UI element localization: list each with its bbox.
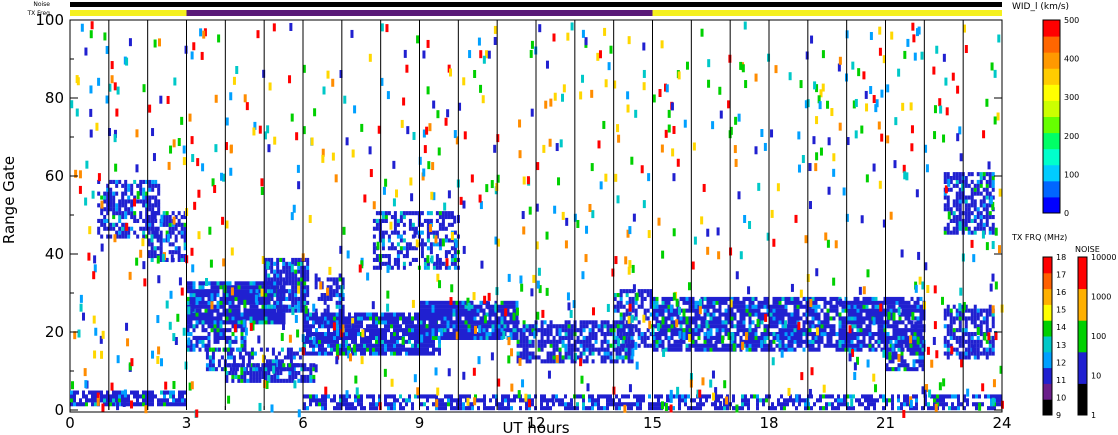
- noise-strip: [70, 2, 1002, 7]
- cbNoise-tick-4: 10000: [1091, 253, 1116, 262]
- cbTx-tick-5: 14: [1056, 323, 1066, 332]
- cbNoise-tick-2: 100: [1091, 332, 1106, 341]
- x-axis: 0 3 6 9 12 15 18 21 24: [65, 20, 1012, 432]
- scan-boundaries: [108, 20, 1003, 410]
- cbWidth-tick-1: 100: [1064, 170, 1079, 179]
- cbTx-tick-4: 13: [1056, 341, 1066, 350]
- cbTx-tick-1: 10: [1056, 393, 1066, 402]
- y-tick-label-3: 60: [45, 167, 64, 185]
- y-tick-label-1: 20: [45, 323, 64, 341]
- x-tick-label-4: 12: [526, 414, 545, 432]
- echo-band-7: [225, 363, 316, 383]
- cbTx-tick-2: 11: [1056, 376, 1066, 385]
- cbWidth-tick-0: 0: [1064, 209, 1069, 218]
- x-tick-label-7: 21: [876, 414, 895, 432]
- echo-band-5: [186, 320, 247, 352]
- cbWidth-tick-3: 300: [1064, 93, 1079, 102]
- y-tick-label-4: 80: [45, 89, 64, 107]
- y-tick-label-2: 40: [45, 245, 64, 263]
- noise-strip-label: Noise: [33, 1, 50, 8]
- tx-freq-strip: [70, 10, 1002, 16]
- x-tick-label-6: 18: [759, 414, 778, 432]
- tx-freq-segment-0: [70, 10, 187, 16]
- width-colorbar-title: WID_l (km/s): [1012, 2, 1069, 12]
- echo-band-0: [70, 390, 187, 407]
- x-tick-label-2: 6: [298, 414, 308, 432]
- cbTx-tick-0: 9: [1056, 411, 1061, 420]
- x-tick-label-8: 24: [992, 414, 1011, 432]
- noise-colorbar: 1 10 100 1000 10000: [1077, 253, 1116, 420]
- tx-freq-segment-1: [186, 10, 653, 16]
- echo-band-1: [97, 179, 161, 239]
- y-tick-label-0: 0: [54, 401, 64, 419]
- echo-data: [70, 21, 1004, 418]
- x-tick-label-5: 15: [643, 414, 662, 432]
- x-axis-label: UT hours: [502, 419, 569, 435]
- cbTx-tick-8: 17: [1056, 271, 1066, 280]
- width-colorbar: 0 100 200 300 400 500: [1042, 16, 1079, 218]
- y-axis: 0 20 40 60 80 100: [35, 11, 1002, 419]
- y-tick-label-5: 100: [35, 11, 64, 29]
- txfreq-colorbar: 9 10 11 12 13 14 15 16 17 18: [1042, 253, 1066, 420]
- cbNoise-tick-3: 1000: [1091, 293, 1111, 302]
- echo-band-17: [943, 172, 995, 235]
- x-tick-label-0: 0: [65, 414, 75, 432]
- cbWidth-tick-5: 500: [1064, 16, 1079, 25]
- txfreq-strip-label: TX Freq: [26, 10, 50, 17]
- echo-band-15: [652, 296, 926, 352]
- cbWidth-tick-2: 200: [1064, 132, 1079, 141]
- cbTx-tick-7: 16: [1056, 288, 1066, 297]
- cbTx-tick-9: 18: [1056, 253, 1066, 262]
- cbTx-tick-3: 12: [1056, 358, 1066, 367]
- x-tick-label-1: 3: [182, 414, 192, 432]
- cbWidth-tick-4: 400: [1064, 55, 1079, 64]
- noise-colorbar-title: NOISE: [1075, 245, 1100, 254]
- x-tick-label-3: 9: [415, 414, 425, 432]
- cbTx-tick-6: 15: [1056, 306, 1066, 315]
- echo-band-12: [372, 211, 460, 270]
- cbNoise-tick-0: 1: [1091, 411, 1096, 420]
- tx-freq-segment-2: [652, 10, 1002, 16]
- y-axis-label: Range Gate: [0, 156, 18, 244]
- echo-band-4: [264, 257, 310, 313]
- cbNoise-tick-1: 10: [1091, 372, 1101, 381]
- txfreq-colorbar-title: TX FRQ (MHz): [1011, 233, 1067, 242]
